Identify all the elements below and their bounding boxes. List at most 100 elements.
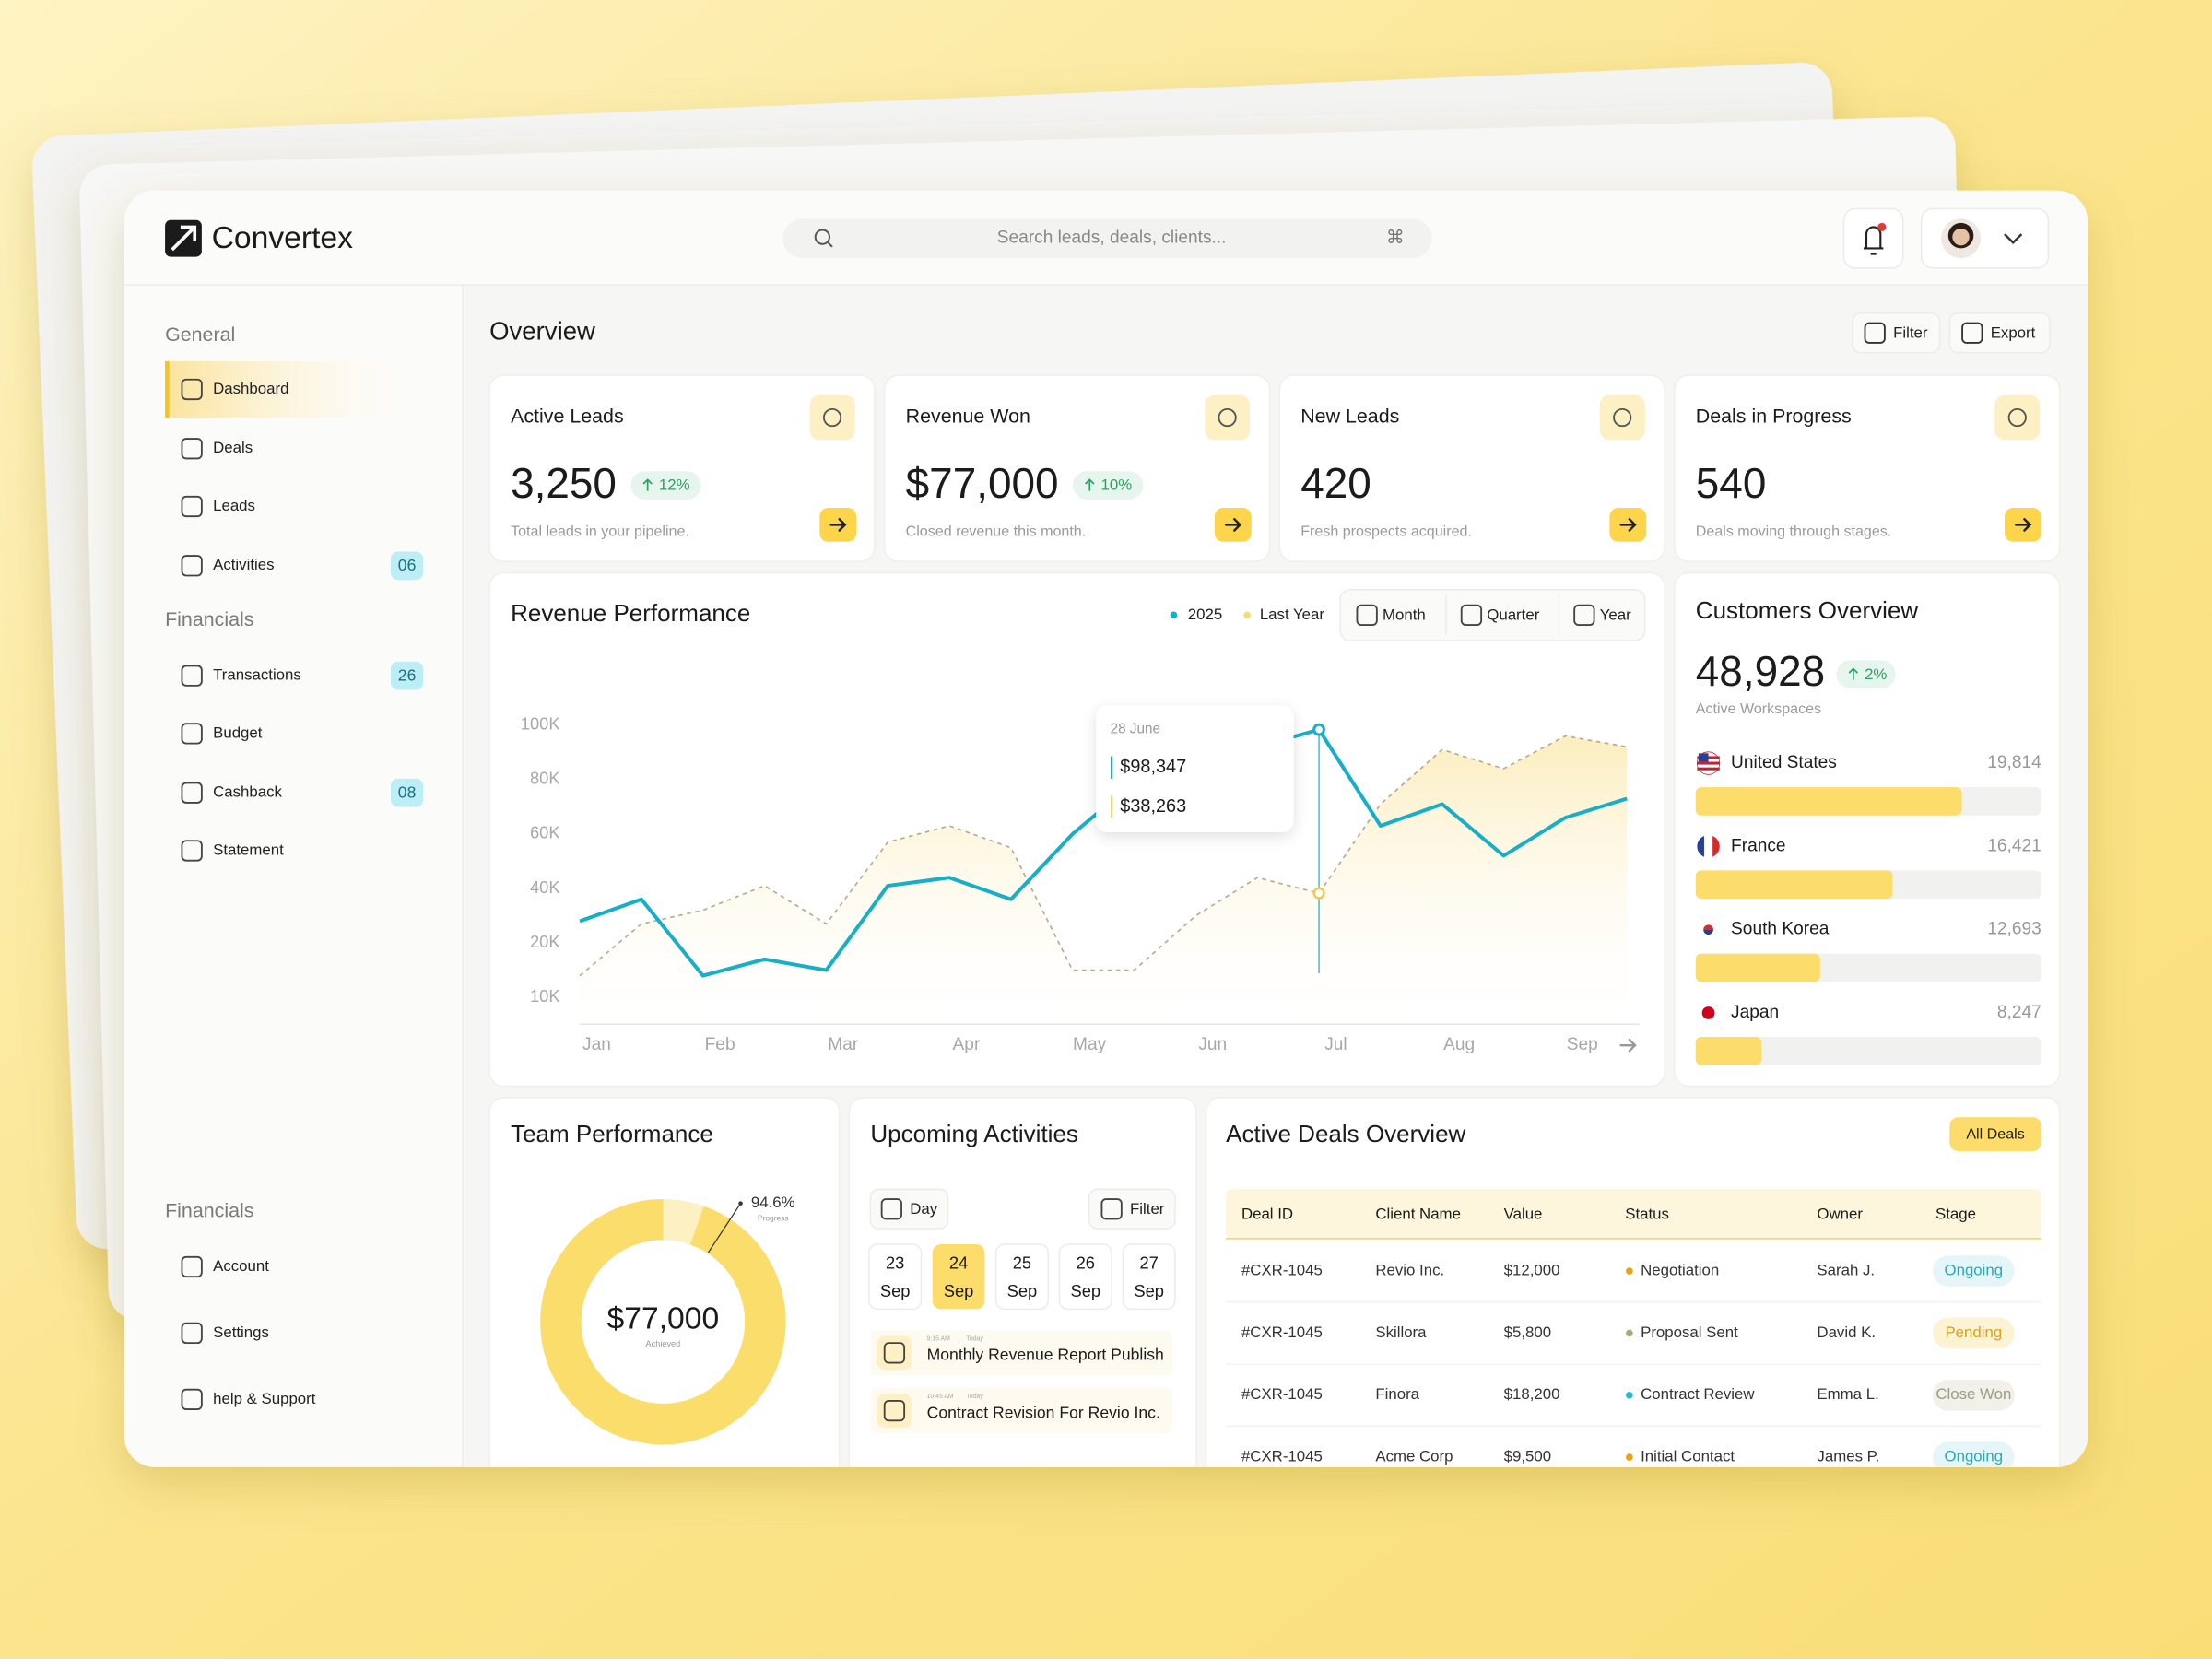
y-tick-label: 60K — [530, 823, 560, 842]
table-cell: $18,200 — [1504, 1385, 1560, 1403]
point-marker — [1312, 723, 1325, 736]
kpi-title: Revenue Won — [906, 406, 1030, 428]
activity-tag: Today — [966, 1335, 983, 1342]
nav-item[interactable] — [165, 768, 423, 818]
card-title: Team Performance — [511, 1120, 713, 1147]
status-text: Initial Contact — [1641, 1448, 1735, 1465]
day-month: Sep — [880, 1281, 911, 1300]
period-option: Month — [1382, 606, 1426, 624]
day-number: 26 — [1077, 1253, 1095, 1272]
bar — [1695, 953, 1820, 982]
change-pill — [1836, 660, 1896, 688]
kpi-icon-glyph — [1613, 407, 1632, 428]
icon — [181, 1388, 203, 1410]
arrow-icon — [2015, 518, 2032, 532]
kpi-icon — [1994, 394, 2041, 441]
activity-row[interactable] — [870, 1388, 1172, 1434]
flag-canton — [1698, 753, 1709, 762]
nav-item[interactable] — [165, 1241, 423, 1292]
period-option: Quarter — [1487, 606, 1539, 624]
day-chip[interactable] — [1058, 1243, 1112, 1311]
badge — [390, 778, 424, 807]
icon — [181, 782, 203, 804]
donut-progress — [540, 1199, 786, 1445]
day-month: Sep — [944, 1281, 974, 1300]
table-cell: James P. — [1817, 1448, 1879, 1465]
stage-text: Pending — [1945, 1324, 2002, 1341]
kpi-title: Active Leads — [511, 406, 624, 428]
arrow-icon — [830, 518, 847, 532]
table-cell: $12,000 — [1504, 1262, 1560, 1279]
status-text: Negotiation — [1641, 1262, 1719, 1279]
action-label: Export — [1991, 324, 2036, 341]
x-tick-label: Jul — [1324, 1035, 1347, 1054]
search-box[interactable] — [782, 218, 1432, 259]
y-tick-label: 10K — [530, 986, 560, 1006]
x-tick-label: Aug — [1443, 1035, 1475, 1054]
country-name: Japan — [1731, 1003, 1779, 1022]
change-pill — [1072, 471, 1144, 500]
change-text: 2% — [1865, 665, 1887, 683]
card-title: Upcoming Activities — [870, 1120, 1078, 1147]
activity-title: Monthly Revenue Report Publish — [927, 1346, 1164, 1364]
icon — [883, 1399, 906, 1422]
deals-card — [1205, 1097, 2061, 1467]
day-chip[interactable] — [1122, 1243, 1176, 1311]
kpi-value: 540 — [1696, 459, 1767, 507]
column-header: Deal ID — [1241, 1205, 1293, 1222]
x-tick-label: Sep — [1567, 1035, 1598, 1054]
activity-tag: Today — [966, 1394, 983, 1400]
nav-label: Leads — [213, 497, 255, 514]
country-name: South Korea — [1731, 920, 1830, 939]
day-month: Sep — [1070, 1281, 1100, 1300]
period-switch — [1339, 589, 1646, 641]
legend-label: Last Year — [1260, 606, 1325, 623]
kpi-value: $77,000 — [906, 459, 1059, 507]
kpi-caption: Deals moving through stages. — [1696, 523, 1892, 539]
badge-text: 26 — [398, 666, 417, 685]
tooltip — [1096, 705, 1294, 833]
kpi-icon — [1205, 394, 1251, 441]
table-cell: #CXR-1045 — [1241, 1324, 1323, 1341]
nav-item[interactable] — [165, 1308, 423, 1359]
activity-time: 9:15 AM — [927, 1335, 950, 1342]
column-header: Value — [1504, 1205, 1543, 1222]
notification-button[interactable] — [1842, 207, 1904, 269]
icon — [181, 438, 203, 460]
nav-item[interactable] — [165, 481, 423, 532]
table-cell: Emma L. — [1817, 1385, 1878, 1403]
activity-row[interactable] — [870, 1330, 1172, 1376]
y-tick-label: 40K — [530, 877, 560, 897]
icon — [181, 840, 203, 862]
nav-item[interactable] — [165, 540, 423, 591]
up-arrow — [642, 478, 653, 491]
icon — [181, 378, 203, 401]
day-chip[interactable] — [994, 1243, 1050, 1311]
up-arrow — [1085, 478, 1095, 491]
icon — [181, 723, 203, 745]
button-label: All Deals — [1966, 1126, 2024, 1143]
kpi-icon — [1599, 394, 1645, 441]
active-item[interactable] — [165, 360, 424, 418]
nav-item[interactable] — [165, 708, 423, 759]
y-tick-label: 80K — [530, 769, 560, 788]
table-cell: Finora — [1375, 1385, 1419, 1403]
activity-icon — [877, 1394, 912, 1428]
nav-item[interactable] — [165, 423, 423, 474]
icon — [181, 555, 203, 577]
table-cell: #CXR-1045 — [1241, 1262, 1323, 1279]
day-chip[interactable] — [932, 1244, 985, 1310]
all-deals-button[interactable] — [1949, 1117, 2041, 1151]
x-tick-label: Mar — [828, 1035, 859, 1054]
badge-text: 08 — [398, 783, 417, 802]
nav-item[interactable] — [165, 825, 423, 876]
kpi-card — [488, 374, 876, 562]
day-chip[interactable] — [868, 1243, 923, 1311]
kpi-caption: Closed revenue this month. — [906, 523, 1087, 539]
profile-button[interactable] — [1920, 207, 2050, 269]
icon — [1100, 1198, 1123, 1220]
kpi-icon-glyph — [1218, 407, 1237, 428]
y-tick-label: 20K — [530, 932, 560, 951]
kpi-value: 3,250 — [511, 459, 617, 507]
